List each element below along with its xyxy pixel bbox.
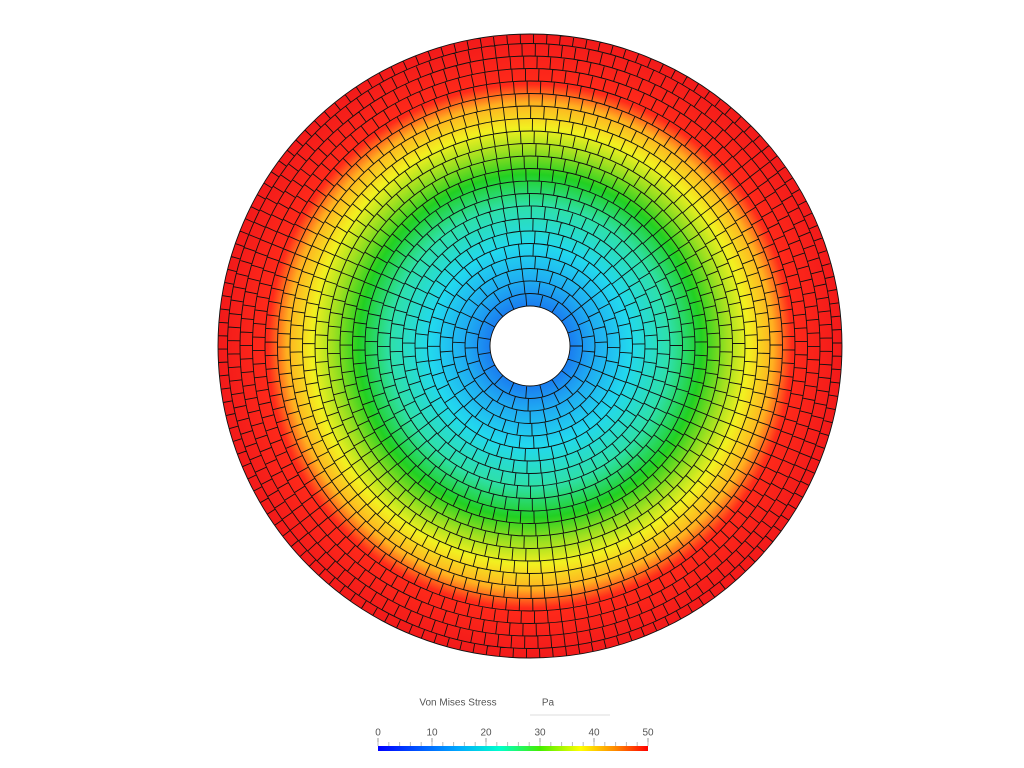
legend-tick-label: 40 (588, 728, 600, 739)
stress-plot (217, 33, 843, 659)
legend-tick-label: 20 (480, 728, 492, 739)
color-bar (378, 746, 648, 751)
mesh (217, 33, 843, 659)
disk (218, 34, 842, 658)
legend-tick-label: 30 (534, 728, 546, 739)
legend-tick-label: 0 (375, 728, 381, 739)
legend-title: Von Mises Stress (419, 698, 496, 709)
legend-unit: Pa (542, 698, 555, 709)
legend-tick-label: 10 (426, 728, 438, 739)
legend-tick-label: 50 (642, 728, 654, 739)
legend-scale: 0 10 20 30 40 50 (375, 728, 654, 746)
